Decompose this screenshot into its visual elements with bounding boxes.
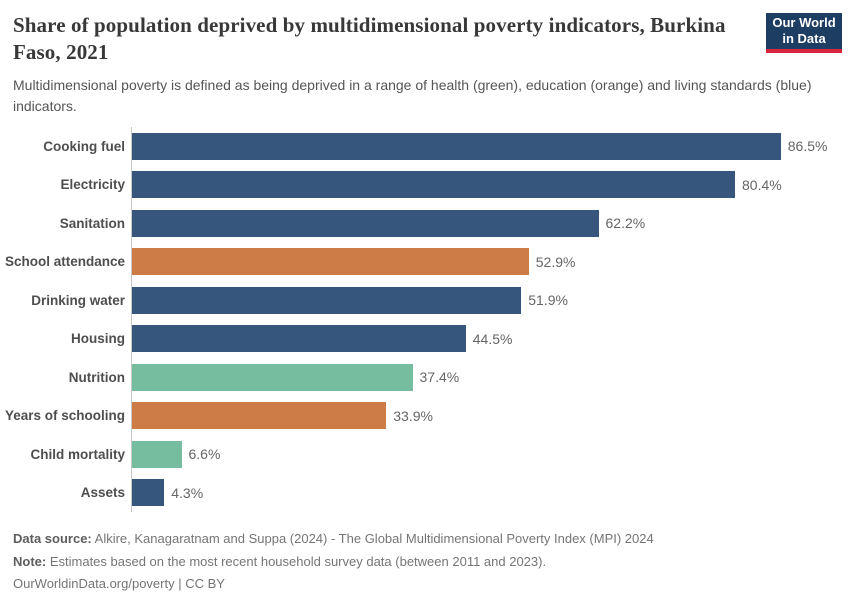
bar-school-attendance[interactable] (132, 248, 529, 276)
chart-row-assets: Assets 4.3% (0, 473, 850, 512)
bar-nutrition[interactable] (132, 363, 413, 391)
bar-cooking-fuel[interactable] (132, 132, 781, 160)
chart-row-nutrition: Nutrition 37.4% (0, 358, 850, 397)
value-label-school-attendance: 52.9% (535, 253, 576, 270)
bar-electricity[interactable] (132, 171, 735, 199)
chart-footer: Data source: Alkire, Kanagaratnam and Su… (13, 528, 837, 596)
chart-row-electricity: Electricity 80.4% (0, 165, 850, 204)
category-label-electricity: Electricity (60, 177, 125, 193)
value-label-drinking-water: 51.9% (528, 292, 568, 309)
category-label-school-attendance: School attendance (4, 254, 125, 270)
value-label-years-of-schooling: 33.9% (393, 407, 433, 424)
owid-logo-line2: in Data (782, 31, 826, 46)
chart-row-years-of-schooling: Years of schooling 33.9% (0, 396, 850, 435)
page-subtitle: Multidimensional poverty is defined as b… (13, 77, 812, 114)
note-line: Note: Estimates based on the most recent… (13, 551, 837, 574)
bar-area-drinking-water: 51.9% (131, 281, 850, 320)
category-label-nutrition: Nutrition (68, 369, 125, 385)
category-label-years-of-schooling: Years of schooling (4, 408, 125, 424)
chart-row-sanitation: Sanitation 62.2% (0, 204, 850, 243)
category-label-drinking-water: Drinking water (31, 292, 125, 308)
bar-area-assets: 4.3% (131, 473, 850, 512)
bar-area-child-mortality: 6.6% (131, 435, 850, 474)
bar-area-housing: 44.5% (131, 319, 850, 358)
category-label-assets: Assets (80, 485, 125, 501)
value-label-electricity: 80.4% (742, 176, 782, 193)
chart-row-cooking-fuel: Cooking fuel 86.5% (0, 127, 850, 166)
bar-area-school-attendance: 52.9% (131, 242, 850, 281)
value-label-assets: 4.3% (171, 484, 204, 501)
bar-area-cooking-fuel: 86.5% (131, 127, 850, 166)
note-text: Estimates based on the most recent house… (49, 553, 547, 569)
data-source-text: Alkire, Kanagaratnam and Suppa (2024) - … (94, 531, 654, 546)
value-label-child-mortality: 6.6% (188, 446, 221, 463)
bar-chart: Cooking fuel 86.5% Electricity 80.4% Sanitat… (0, 127, 850, 512)
value-label-housing: 44.5% (472, 330, 513, 347)
owid-logo-line1: Our World (772, 15, 836, 30)
bar-years-of-schooling[interactable] (132, 402, 387, 430)
value-label-cooking-fuel: 86.5% (787, 138, 828, 155)
category-label-cooking-fuel: Cooking fuel (43, 138, 125, 154)
value-label-nutrition: 37.4% (419, 369, 460, 386)
bar-area-electricity: 80.4% (131, 165, 850, 204)
chart-row-child-mortality: Child mortality 6.6% (0, 435, 850, 474)
chart-header: Share of population deprived by multidim… (0, 0, 850, 117)
category-label-housing: Housing (71, 331, 125, 347)
bar-child-mortality[interactable] (132, 440, 182, 468)
page-title: Share of population deprived by multidim… (13, 13, 726, 64)
chart-row-school-attendance: School attendance 52.9% (0, 242, 850, 281)
bar-area-nutrition: 37.4% (131, 358, 850, 397)
bar-housing[interactable] (132, 325, 466, 353)
category-label-sanitation: Sanitation (59, 215, 125, 231)
bar-drinking-water[interactable] (132, 286, 522, 314)
owid-logo[interactable]: Our World in Data (766, 13, 842, 53)
bar-sanitation[interactable] (132, 209, 599, 237)
data-source-label: Data source: (13, 531, 92, 546)
value-label-sanitation: 62.2% (605, 215, 646, 232)
license-line[interactable]: OurWorldinData.org/poverty | CC BY (13, 576, 225, 591)
chart-row-housing: Housing 44.5% (0, 319, 850, 358)
bar-area-years-of-schooling: 33.9% (131, 396, 850, 435)
data-source-line: Data source: Alkire, Kanagaratnam and Su… (13, 528, 837, 551)
bar-area-sanitation: 62.2% (131, 204, 850, 243)
category-label-child-mortality: Child mortality (30, 446, 125, 462)
bar-assets[interactable] (132, 479, 165, 507)
note-label: Note: (13, 553, 47, 569)
chart-row-drinking-water: Drinking water 51.9% (0, 281, 850, 320)
